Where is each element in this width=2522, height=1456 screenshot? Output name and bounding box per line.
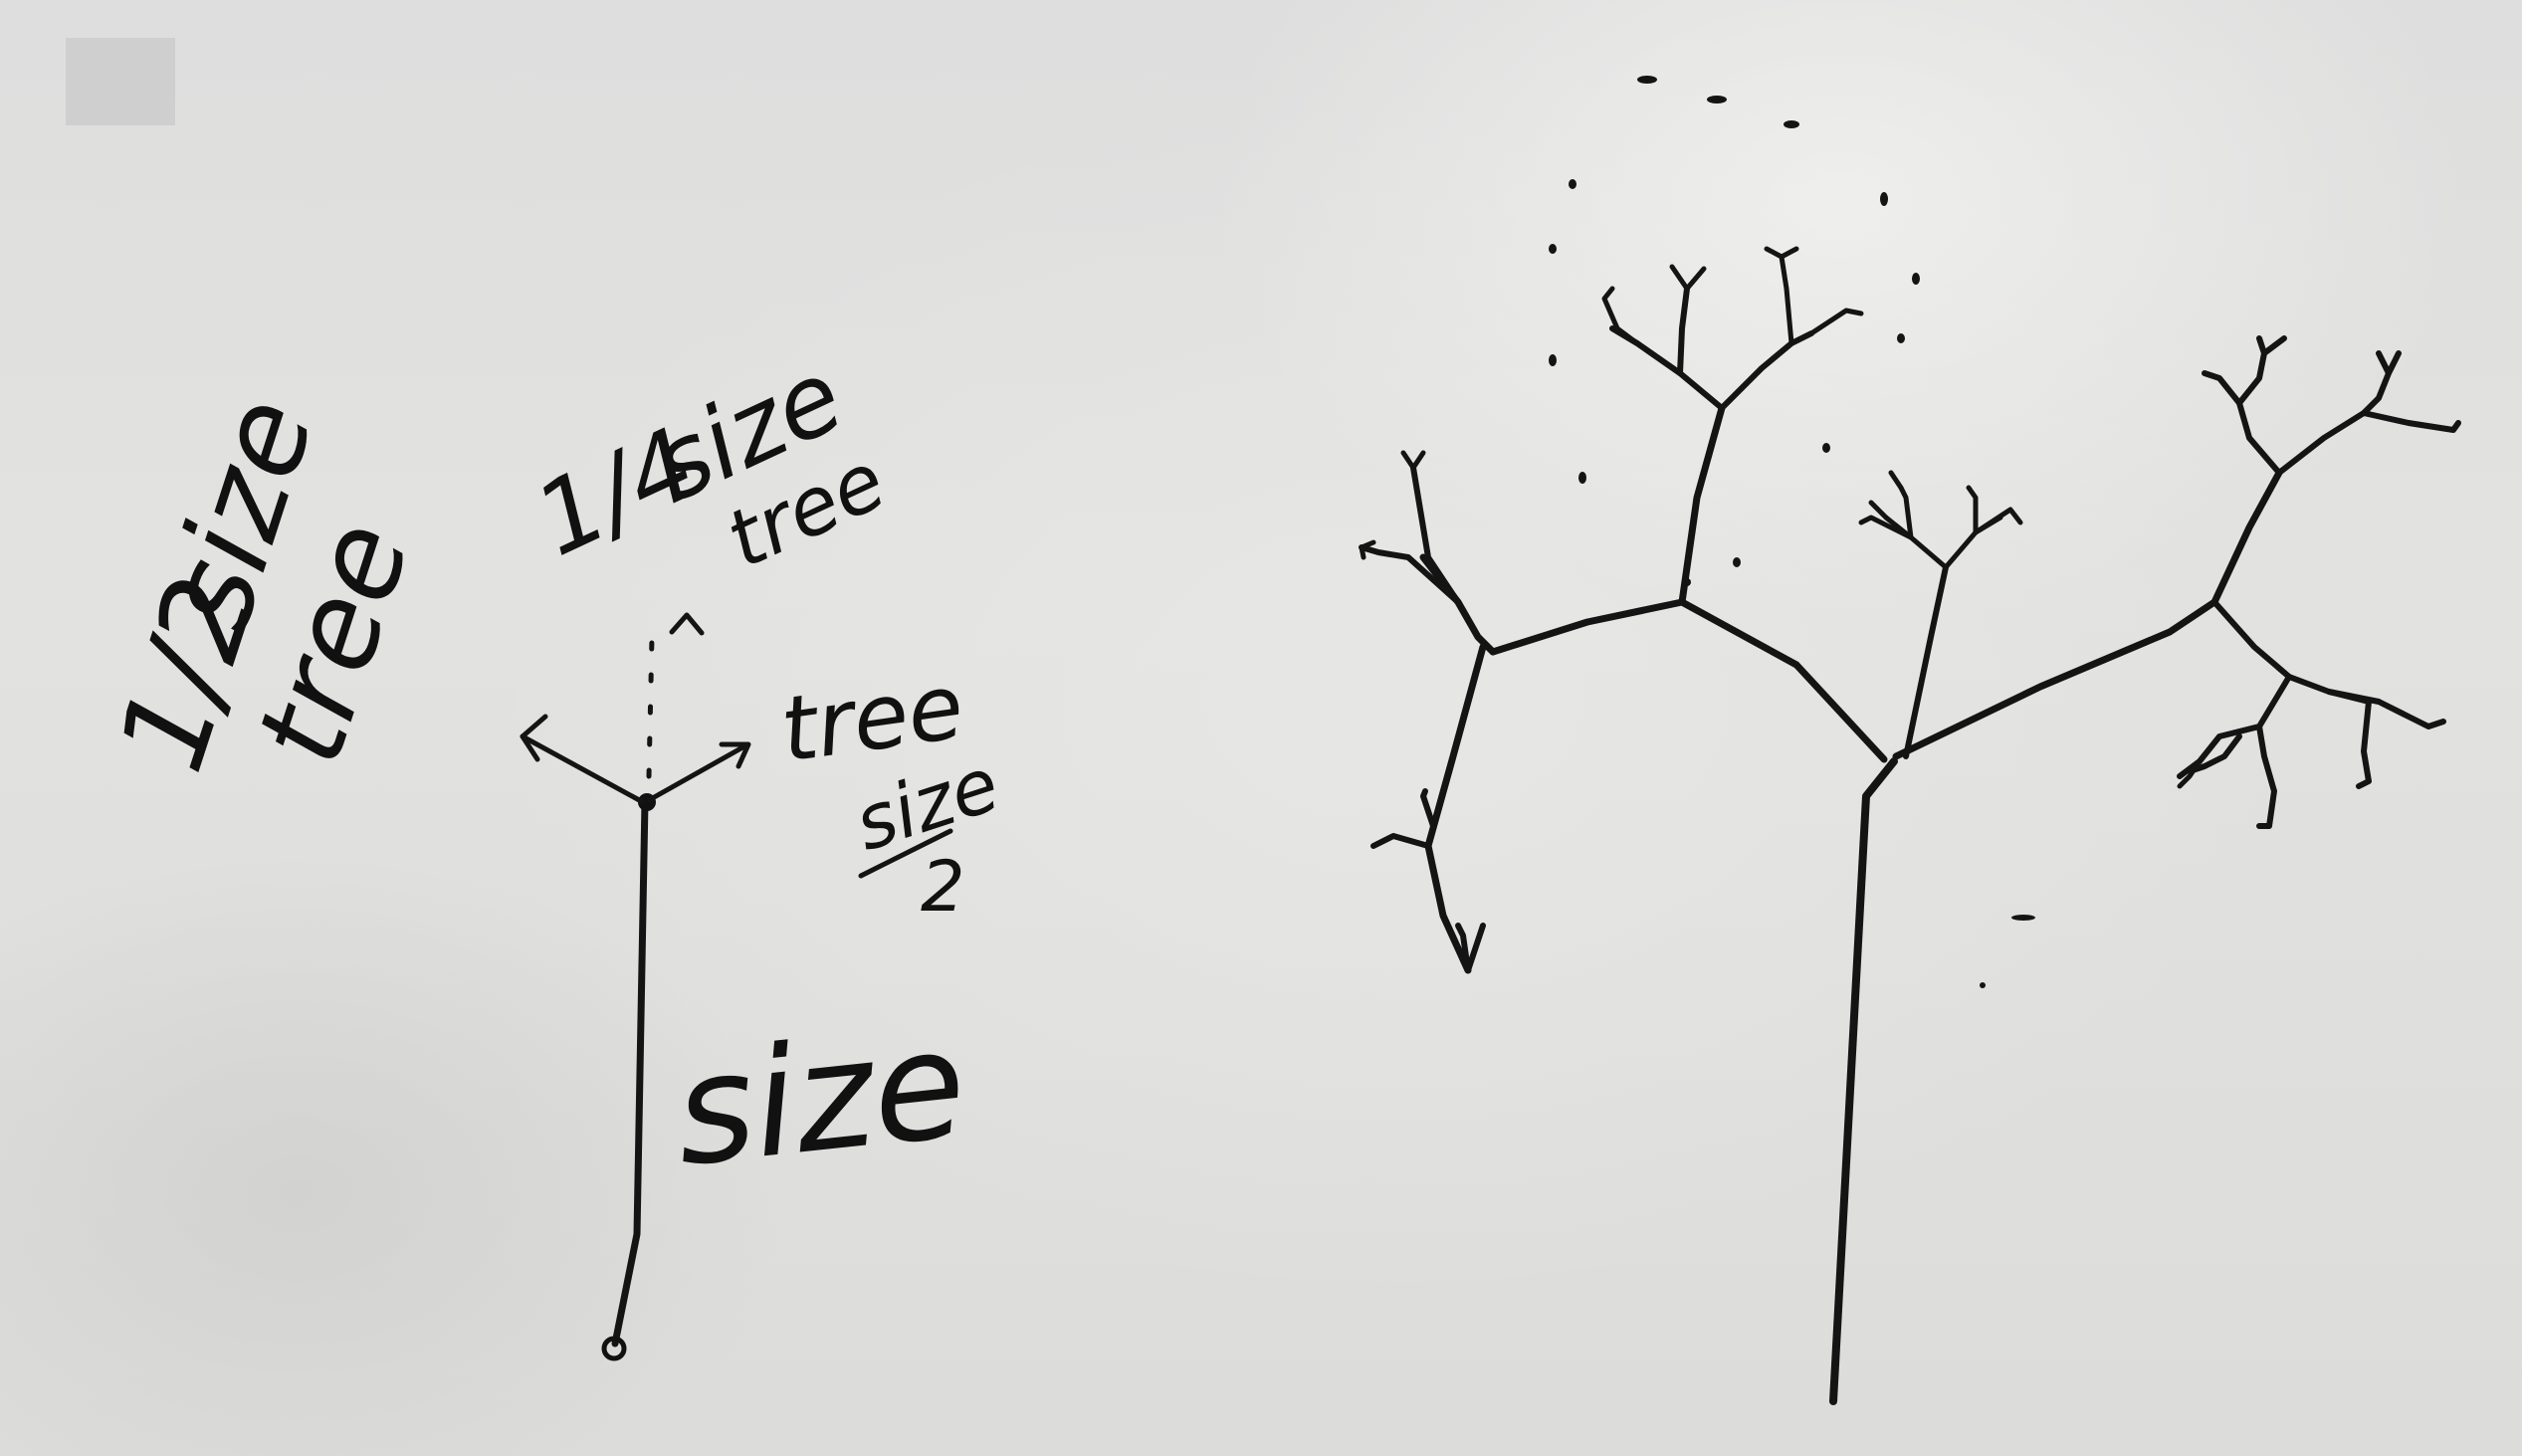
right-main-branch (1892, 598, 2218, 760)
ur-twig-2 (2236, 335, 2287, 406)
right-note-divisor: 2 (921, 846, 965, 928)
stem-label: size (668, 997, 973, 1199)
small-tree-trunk (611, 797, 649, 1348)
twig-ul-left (1609, 325, 1725, 411)
top-note: 1/4 size tree (519, 337, 899, 586)
small-tree-diagram (520, 612, 751, 1361)
left-note: 1/2 size tree (93, 382, 438, 787)
lr-twig-6 (2187, 733, 2242, 774)
far-left-twig-1 (1410, 465, 1461, 605)
middle-branch (1903, 564, 1949, 759)
redacted-patch (66, 38, 175, 125)
far-left-twig-1-tip (1400, 450, 1426, 471)
lower-right-branch (2211, 599, 2382, 705)
twig-ul-right (1719, 330, 1814, 411)
fractal-tree (1359, 246, 2461, 1405)
lr-twig-4 (2376, 699, 2446, 729)
fraction-bar (858, 828, 953, 879)
dotted-up-line (646, 634, 655, 779)
far-left-twig-2-tip (1359, 539, 1376, 560)
middle-twig-tips (1868, 470, 1904, 520)
up-caret (669, 612, 705, 636)
lr-twig-1 (2177, 674, 2292, 779)
ur-twig-1 (2202, 370, 2282, 476)
far-left-lower-twig-2 (1420, 788, 1436, 829)
ur-twig-3 (2276, 350, 2402, 476)
twig-ul-4 (1808, 308, 1864, 336)
upper-left-branch (1678, 404, 1726, 606)
far-left-lower-twig-3 (1455, 923, 1486, 973)
small-tree-root-dot (601, 1336, 627, 1361)
twig-ul-2 (1601, 286, 1640, 346)
middle-twig-l (1858, 485, 1914, 540)
fractal-trunk (1829, 757, 1898, 1405)
ur-twig-4 (2361, 410, 2461, 433)
far-left-twig-2 (1359, 544, 1461, 605)
right-note-tree: tree (774, 654, 969, 782)
far-left-lower-twig-1 (1370, 833, 1431, 849)
twig-ul-1-tip (1669, 264, 1707, 292)
twig-ul-1 (1677, 286, 1690, 376)
twig-ul-3 (1764, 246, 1799, 346)
right-arrow-head (719, 741, 751, 769)
lr-twig-2 (2256, 724, 2277, 829)
lr-twig-3 (2326, 689, 2372, 789)
left-arrow-head (520, 714, 548, 762)
middle-twig-r (1966, 485, 2023, 535)
right-branch-arrow (646, 743, 747, 803)
left-main-branch (1489, 598, 1888, 763)
dotted-marks (1549, 76, 2035, 988)
left-branch-arrow (520, 733, 646, 805)
upper-right-branch (2210, 469, 2283, 606)
right-note: tree size 2 (774, 654, 1008, 928)
far-left-lower (1424, 643, 1487, 974)
